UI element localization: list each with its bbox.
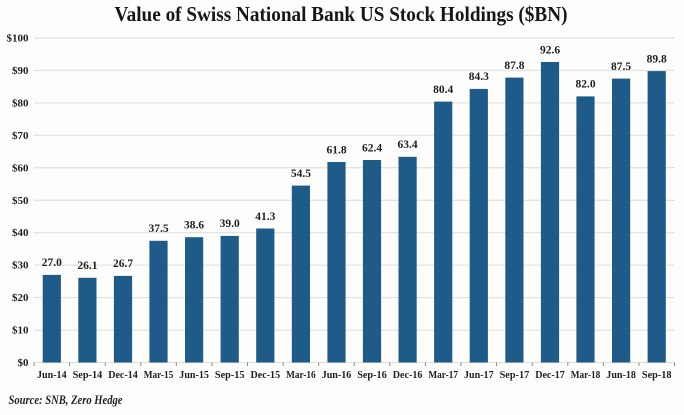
svg-text:Mar-15: Mar-15 (144, 369, 174, 381)
svg-text:$30: $30 (12, 260, 29, 272)
svg-text:26.1: 26.1 (77, 260, 97, 272)
svg-text:87.8: 87.8 (504, 60, 524, 72)
svg-text:62.4: 62.4 (362, 142, 382, 154)
svg-text:38.6: 38.6 (184, 220, 204, 232)
svg-text:87.5: 87.5 (611, 61, 631, 73)
svg-text:Dec-14: Dec-14 (108, 369, 138, 381)
svg-text:Mar-17: Mar-17 (428, 369, 458, 381)
svg-text:89.8: 89.8 (647, 53, 667, 65)
svg-text:$0: $0 (18, 357, 30, 369)
svg-text:63.4: 63.4 (398, 139, 418, 151)
svg-text:Dec-15: Dec-15 (251, 369, 281, 381)
svg-text:Dec-16: Dec-16 (393, 369, 423, 381)
svg-text:Sep-15: Sep-15 (215, 369, 245, 381)
svg-text:$20: $20 (12, 292, 29, 304)
svg-text:41.3: 41.3 (255, 211, 275, 223)
svg-text:$90: $90 (12, 65, 29, 77)
svg-text:Jun-18: Jun-18 (606, 369, 636, 381)
svg-text:Sep-14: Sep-14 (73, 369, 103, 381)
svg-text:$60: $60 (12, 162, 29, 174)
svg-text:Jun-15: Jun-15 (179, 369, 209, 381)
svg-text:Sep-17: Sep-17 (500, 369, 530, 381)
svg-text:Value of Swiss National Bank U: Value of Swiss National Bank US Stock Ho… (115, 2, 568, 26)
svg-text:80.4: 80.4 (433, 84, 453, 96)
svg-text:82.0: 82.0 (575, 79, 595, 91)
svg-text:$40: $40 (12, 227, 29, 239)
svg-text:$50: $50 (12, 195, 29, 207)
svg-text:92.6: 92.6 (540, 44, 560, 56)
svg-text:Jun-16: Jun-16 (322, 369, 352, 381)
svg-text:$70: $70 (12, 130, 29, 142)
svg-text:39.0: 39.0 (220, 218, 240, 230)
svg-text:Source: SNB, Zero Hedge: Source: SNB, Zero Hedge (9, 392, 123, 407)
svg-text:54.5: 54.5 (291, 168, 311, 180)
svg-text:Jun-17: Jun-17 (464, 369, 494, 381)
svg-text:61.8: 61.8 (326, 144, 346, 156)
svg-text:Sep-16: Sep-16 (357, 369, 387, 381)
svg-text:Dec-17: Dec-17 (535, 369, 565, 381)
svg-text:Sep-18: Sep-18 (642, 369, 672, 381)
svg-text:$10: $10 (12, 325, 29, 337)
svg-text:27.0: 27.0 (42, 257, 62, 269)
svg-text:$80: $80 (12, 97, 29, 109)
svg-text:Mar-18: Mar-18 (571, 369, 601, 381)
svg-text:Jun-14: Jun-14 (37, 369, 67, 381)
svg-text:37.5: 37.5 (148, 223, 168, 235)
svg-text:Mar-16: Mar-16 (286, 369, 316, 381)
svg-text:84.3: 84.3 (469, 71, 489, 83)
svg-text:$100: $100 (7, 33, 30, 45)
svg-text:26.7: 26.7 (113, 258, 133, 270)
